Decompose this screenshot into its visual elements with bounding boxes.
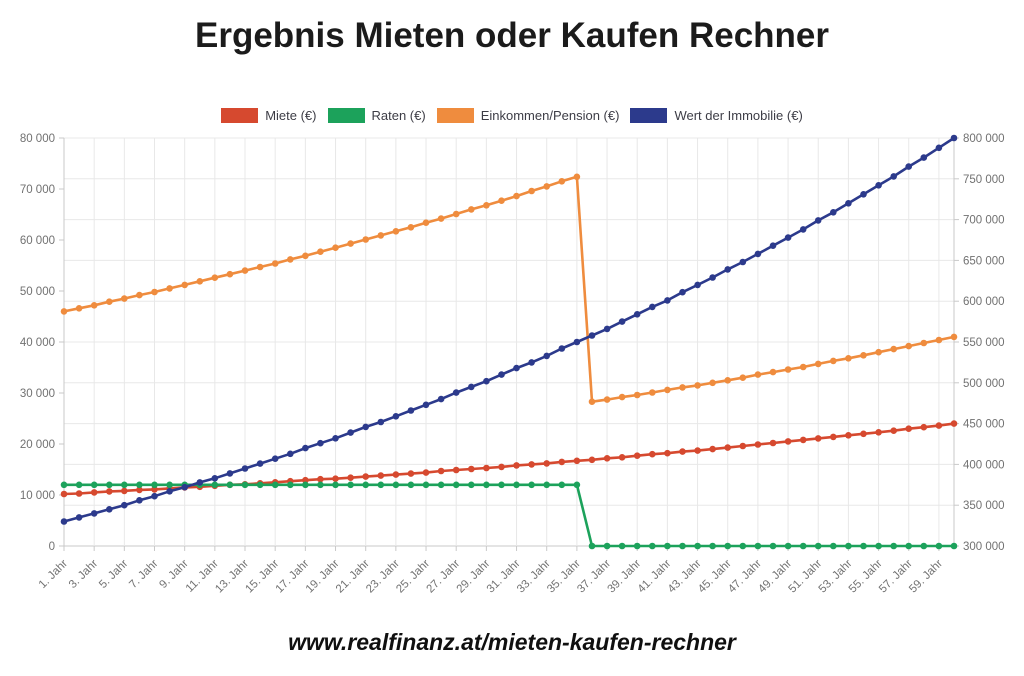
y-left-tick-label: 20 000 [20,439,55,451]
y-left-tick-label: 70 000 [20,184,55,196]
legend-item-wert-der-immobilie: Wert der Immobilie (€) [630,108,803,123]
y-right-tick-label: 450 000 [963,419,1005,431]
y-left-tick-label: 80 000 [20,133,55,145]
x-tick-label: 7. Jahr [127,558,160,591]
legend-swatch-wert-der-immobilie [630,108,668,123]
legend-item-raten: Raten (€) [327,108,426,123]
y-axis-right: 800 000 750 000 700 000 650 000 600 000 550 0… [954,133,1005,553]
footer-url: www.realfinanz.at/mieten-kaufen-rechner [288,629,736,655]
chart-title: Ergebnis Mieten oder Kaufen Rechner [194,16,830,55]
y-right-tick-label: 350 000 [963,500,1005,512]
legend-item-miete: Miete (€) [221,108,317,123]
y-right-tick-label: 400 000 [963,459,1005,471]
y-right-tick-label: 500 000 [963,378,1005,390]
y-right-tick-label: 300 000 [963,541,1005,553]
legend-label: Raten (€) [371,108,426,123]
y-right-tick-label: 550 000 [963,337,1005,349]
series-line-einkommen-pension [63,175,955,403]
x-tick-label: 59. Jahr [907,558,945,596]
legend-label: Miete (€) [265,108,317,123]
x-tick-label: 3. Jahr [67,558,100,591]
y-left-tick-label: 50 000 [20,286,55,298]
y-left-tick-label: 30 000 [20,388,55,400]
y-right-tick-label: 750 000 [963,174,1005,186]
y-left-tick-label: 60 000 [20,235,55,247]
y-right-tick-label: 650 000 [963,255,1005,267]
series-wert-der-immobilie [60,134,958,525]
series-line-raten [64,483,954,548]
legend-swatch-raten [327,108,365,123]
series-raten [60,481,958,550]
chart-canvas: 80 000 70 000 60 000 50 000 40 000 30 000 20 0… [20,133,1005,596]
chart-legend: Miete (€) Raten (€) Einkommen/Pension (€) W… [0,108,1024,123]
y-left-tick-label: 10 000 [20,490,55,502]
legend-label: Wert der Immobilie (€) [674,108,803,123]
legend-label: Einkommen/Pension (€) [480,108,620,123]
y-left-tick-label: 40 000 [20,337,55,349]
y-left-tick-label: 0 [49,541,55,553]
y-axis-left: 80 000 70 000 60 000 50 000 40 000 30 000 20 0… [20,133,64,553]
legend-swatch-miete [221,108,259,123]
x-tick-label: 5. Jahr [97,558,130,591]
y-right-tick-label: 600 000 [963,296,1005,308]
series-einkommen-pension [60,173,958,406]
legend-item-einkommen-pension: Einkommen/Pension (€) [436,108,620,123]
legend-swatch-einkommen-pension [436,108,474,123]
x-tick-label: 1. Jahr [37,558,70,591]
y-right-tick-label: 800 000 [963,133,1005,145]
y-right-tick-label: 700 000 [963,215,1005,227]
gridlines-horizontal [64,137,954,547]
